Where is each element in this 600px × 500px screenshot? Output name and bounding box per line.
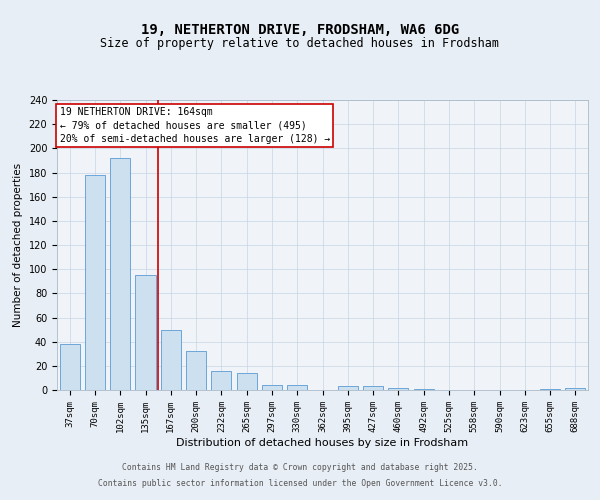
Text: Size of property relative to detached houses in Frodsham: Size of property relative to detached ho… — [101, 38, 499, 51]
Bar — [110, 158, 130, 390]
Bar — [85, 175, 105, 390]
Text: Contains HM Land Registry data © Crown copyright and database right 2025.: Contains HM Land Registry data © Crown c… — [122, 464, 478, 472]
Bar — [413, 389, 434, 390]
Bar — [338, 386, 358, 390]
Bar — [59, 344, 80, 390]
Bar — [565, 388, 586, 390]
Bar — [388, 388, 409, 390]
Text: 19, NETHERTON DRIVE, FRODSHAM, WA6 6DG: 19, NETHERTON DRIVE, FRODSHAM, WA6 6DG — [141, 22, 459, 36]
Bar — [262, 385, 282, 390]
Text: Contains public sector information licensed under the Open Government Licence v3: Contains public sector information licen… — [98, 478, 502, 488]
Bar — [136, 275, 155, 390]
Bar — [186, 352, 206, 390]
Y-axis label: Number of detached properties: Number of detached properties — [13, 163, 23, 327]
Bar — [161, 330, 181, 390]
Bar — [236, 373, 257, 390]
X-axis label: Distribution of detached houses by size in Frodsham: Distribution of detached houses by size … — [176, 438, 469, 448]
Bar — [211, 370, 232, 390]
Bar — [287, 385, 307, 390]
Text: 19 NETHERTON DRIVE: 164sqm
← 79% of detached houses are smaller (495)
20% of sem: 19 NETHERTON DRIVE: 164sqm ← 79% of deta… — [59, 108, 330, 144]
Bar — [363, 386, 383, 390]
Bar — [540, 389, 560, 390]
